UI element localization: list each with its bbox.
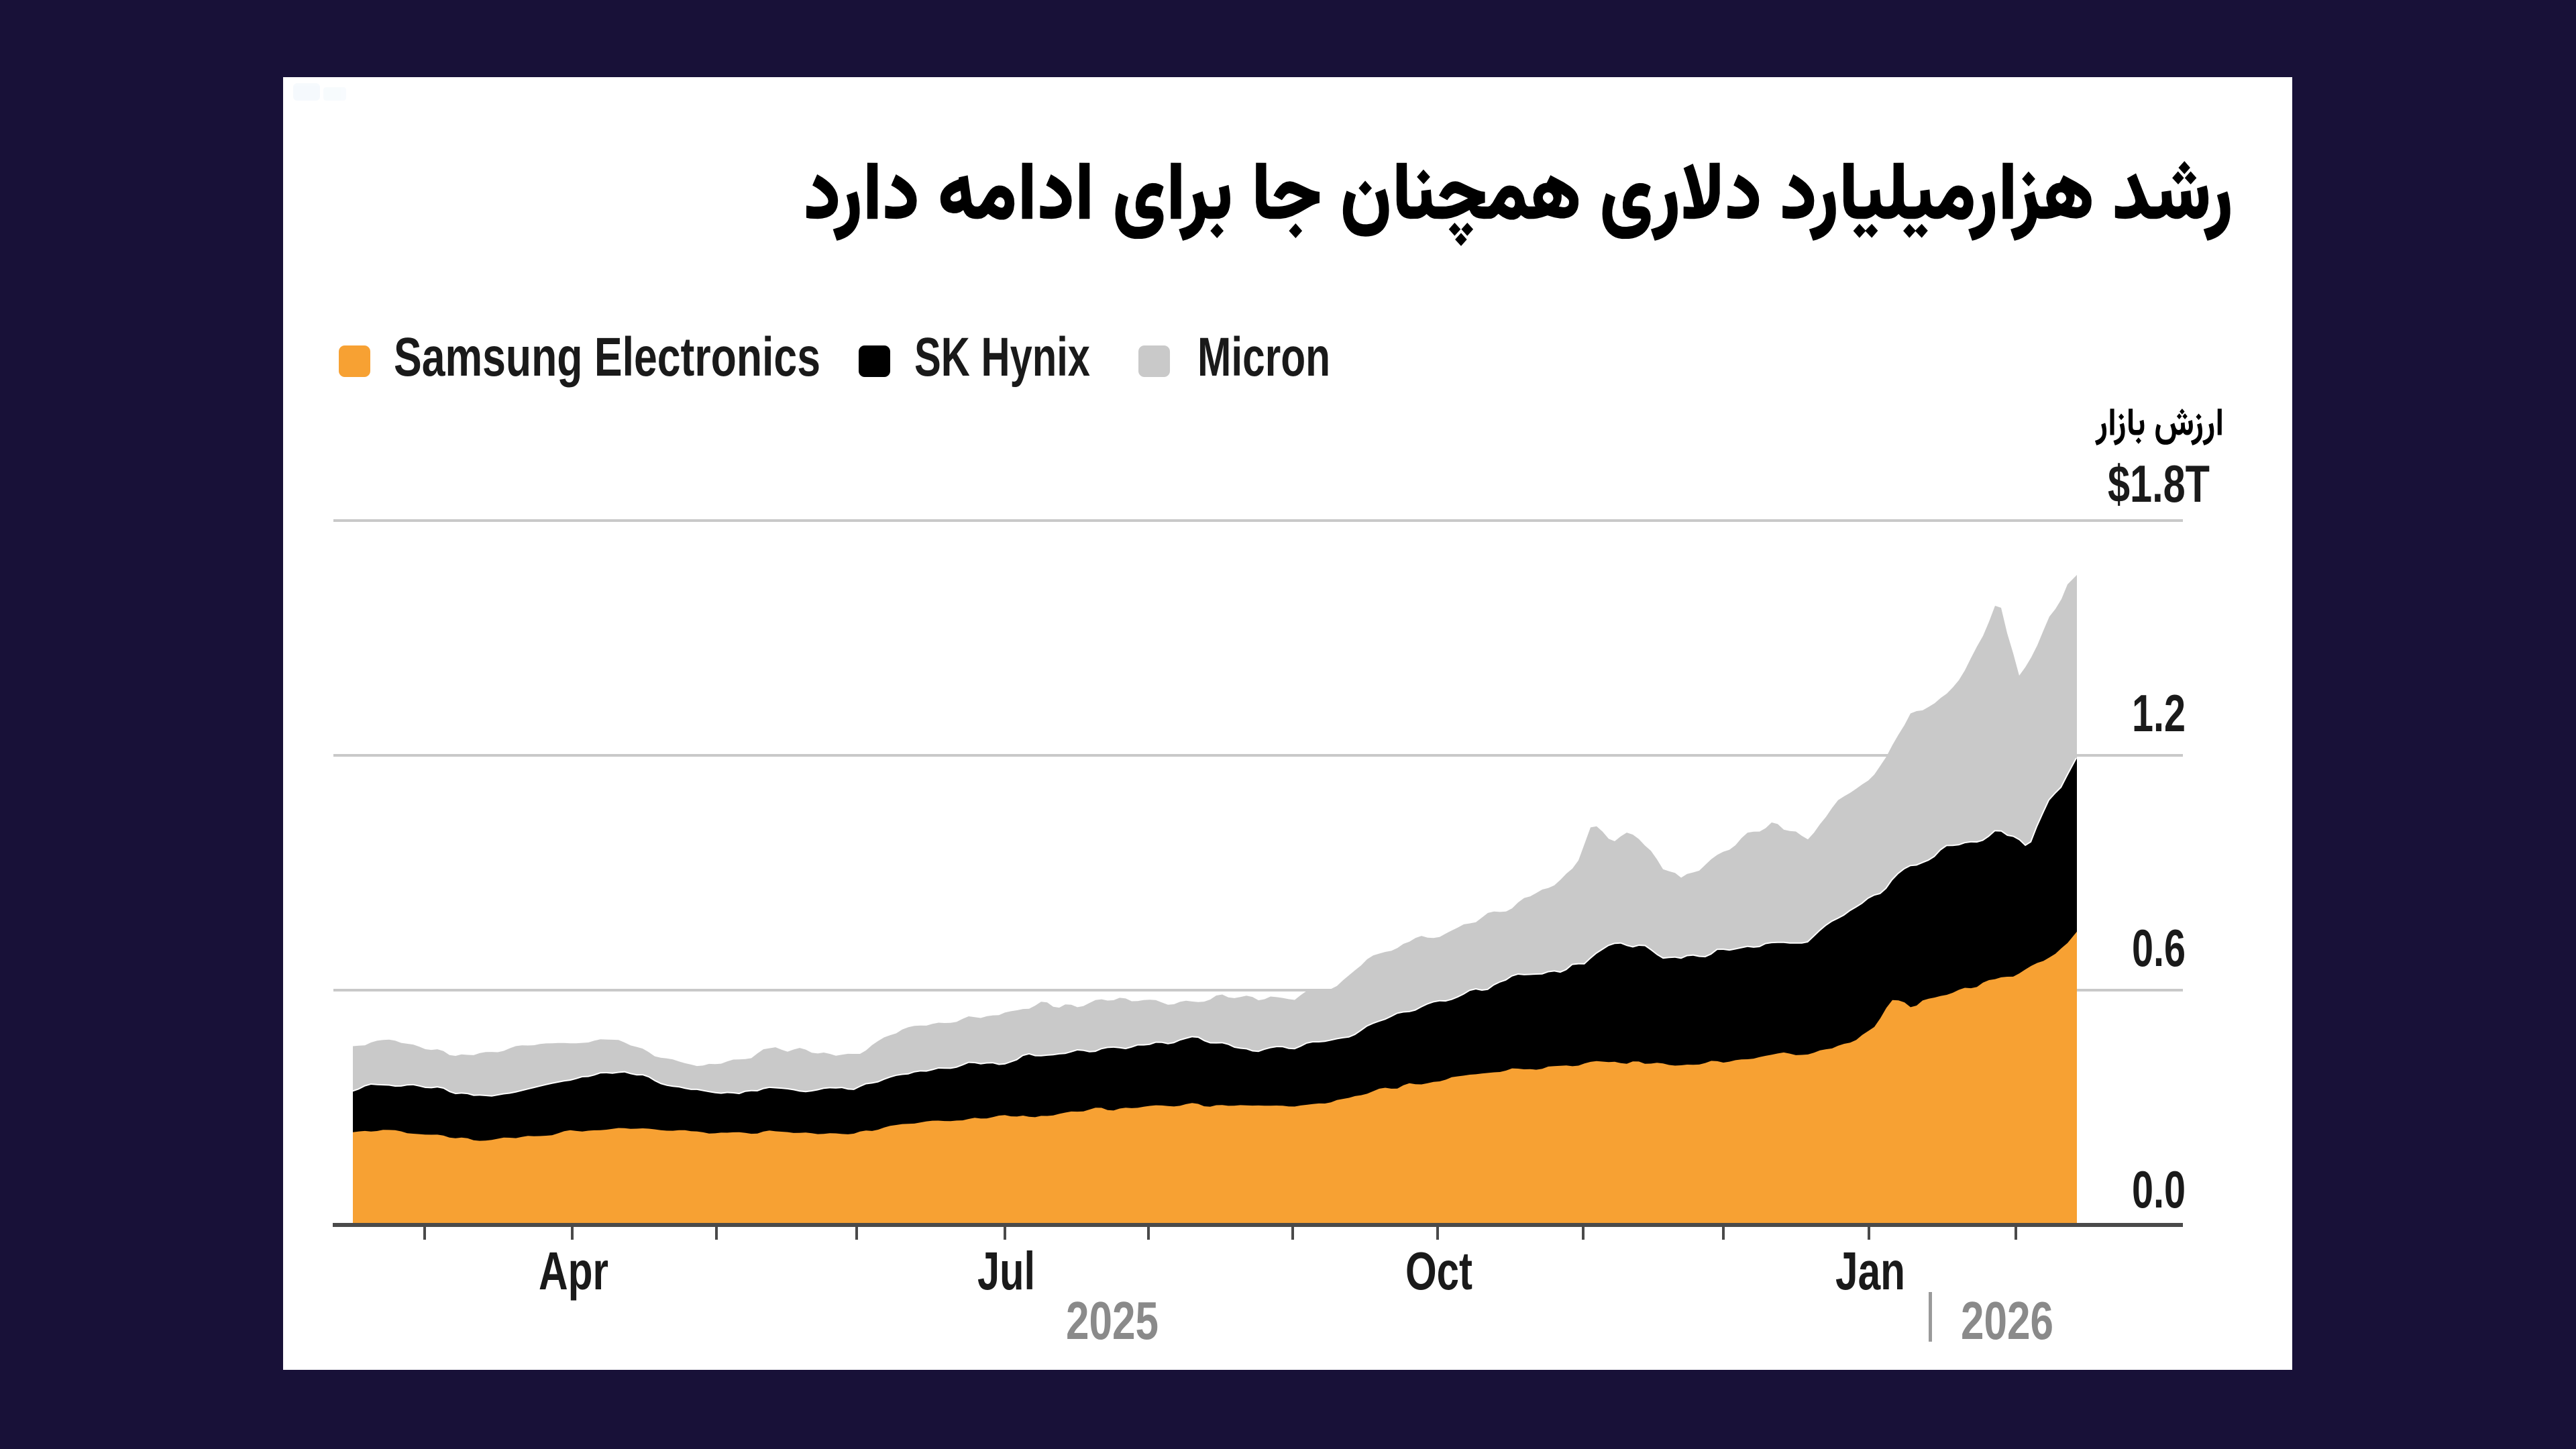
svg-text:Apr: Apr <box>539 1241 608 1301</box>
svg-text:Oct: Oct <box>1405 1241 1472 1301</box>
svg-text:$1.8T: $1.8T <box>2108 454 2210 513</box>
svg-text:2025: 2025 <box>1066 1291 1159 1350</box>
svg-text:1.2: 1.2 <box>2132 684 2186 743</box>
svg-text:0.6: 0.6 <box>2132 918 2186 977</box>
svg-text:Jul: Jul <box>977 1241 1035 1301</box>
svg-text:Micron: Micron <box>1197 327 1330 388</box>
svg-text:2026: 2026 <box>1961 1291 2053 1350</box>
svg-text:Jan: Jan <box>1835 1241 1905 1301</box>
svg-text:SK Hynix: SK Hynix <box>914 327 1090 388</box>
svg-text:Samsung Electronics: Samsung Electronics <box>394 327 820 388</box>
svg-text:0.0: 0.0 <box>2132 1160 2186 1219</box>
